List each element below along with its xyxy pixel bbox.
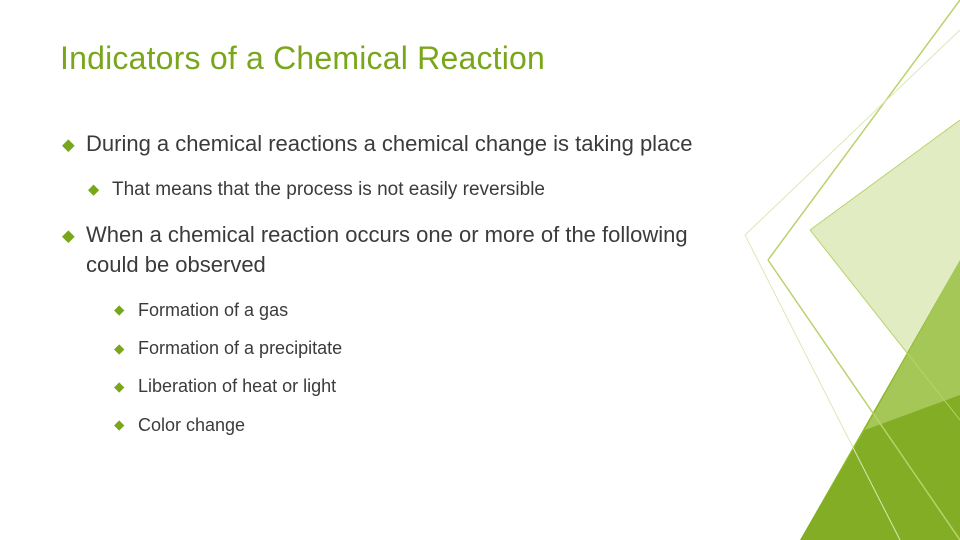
slide-title: Indicators of a Chemical Reaction bbox=[60, 40, 900, 77]
bullet-text: Liberation of heat or light bbox=[138, 376, 336, 396]
bullet-lvl1: ◆ During a chemical reactions a chemical… bbox=[60, 129, 700, 159]
bullet-lvl3: ◆ Liberation of heat or light bbox=[60, 374, 700, 398]
diamond-bullet-icon: ◆ bbox=[88, 181, 99, 200]
bullet-lvl3: ◆ Color change bbox=[60, 413, 700, 437]
bullet-lvl1: ◆ When a chemical reaction occurs one or… bbox=[60, 220, 700, 279]
diamond-bullet-icon: ◆ bbox=[114, 378, 124, 396]
bullet-lvl2: ◆ That means that the process is not eas… bbox=[60, 177, 700, 203]
diamond-bullet-icon: ◆ bbox=[114, 301, 124, 319]
diamond-bullet-icon: ◆ bbox=[114, 340, 124, 358]
bullet-text: When a chemical reaction occurs one or m… bbox=[86, 222, 688, 277]
slide: Indicators of a Chemical Reaction ◆ Duri… bbox=[0, 0, 960, 540]
bullet-text: During a chemical reactions a chemical c… bbox=[86, 131, 693, 156]
diamond-bullet-icon: ◆ bbox=[62, 134, 75, 156]
bullet-text: Formation of a precipitate bbox=[138, 338, 342, 358]
bullet-text: Formation of a gas bbox=[138, 300, 288, 320]
diamond-bullet-icon: ◆ bbox=[114, 416, 124, 434]
bullet-lvl3: ◆ Formation of a gas bbox=[60, 298, 700, 322]
bullet-text: That means that the process is not easil… bbox=[112, 179, 545, 200]
bullet-text: Color change bbox=[138, 415, 245, 435]
slide-body: ◆ During a chemical reactions a chemical… bbox=[60, 129, 900, 437]
bullet-lvl3: ◆ Formation of a precipitate bbox=[60, 336, 700, 360]
diamond-bullet-icon: ◆ bbox=[62, 225, 75, 247]
